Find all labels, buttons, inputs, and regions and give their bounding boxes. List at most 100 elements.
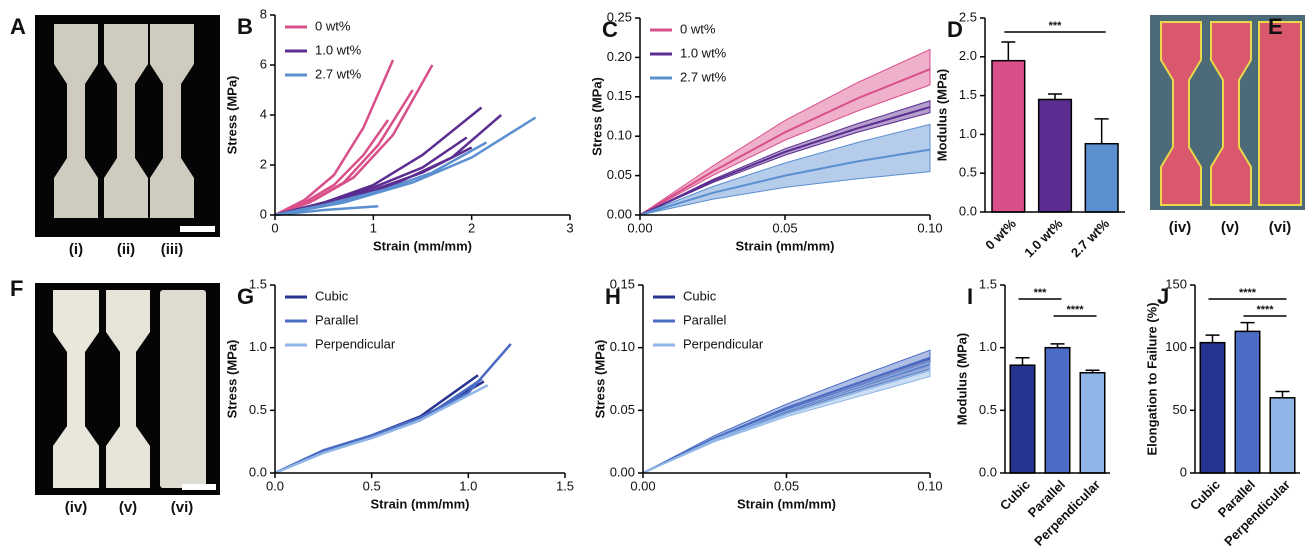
curve	[274, 141, 488, 217]
specimen	[160, 290, 206, 488]
legend-label: Perpendicular	[315, 336, 396, 351]
x-tick-label: 0.05	[774, 478, 799, 493]
y-tick-label: 0	[1180, 464, 1187, 479]
x-axis-label: Strain (mm/mm)	[373, 238, 472, 253]
specimen	[1160, 21, 1202, 206]
y-tick-label: 8	[260, 6, 267, 21]
x-tick-label: 0	[271, 220, 278, 235]
x-tick-label: 0.05	[772, 220, 797, 235]
error-bar	[1275, 390, 1290, 398]
legend-label: 0 wt%	[315, 18, 351, 33]
significance-label: ****	[1066, 304, 1084, 316]
legend-label: Parallel	[315, 312, 358, 327]
bar	[991, 59, 1026, 213]
y-tick-label: 2.0	[959, 48, 977, 63]
photo-label: (v)	[119, 499, 137, 516]
photo-label: (iv)	[65, 499, 88, 516]
curve	[274, 89, 414, 217]
significance-label: ***	[1034, 287, 1048, 299]
specimen	[150, 24, 194, 218]
y-tick-label: 1.0	[979, 339, 997, 354]
x-tick-label: 3	[566, 220, 573, 235]
bar	[1044, 346, 1071, 474]
mean-line	[639, 106, 931, 216]
significance-label: ****	[1239, 287, 1257, 299]
y-tick-label: 1.5	[979, 276, 997, 291]
panel-letter: F	[10, 276, 23, 301]
error-bar	[1094, 118, 1109, 144]
y-tick-label: 1.0	[249, 339, 267, 354]
y-tick-label: 0.15	[610, 276, 635, 291]
y-tick-label: 1.0	[959, 126, 977, 141]
x-tick-label: 0.00	[627, 220, 652, 235]
x-tick-label: 1	[370, 220, 377, 235]
bar	[1269, 397, 1296, 474]
x-axis-label: Strain (mm/mm)	[736, 238, 835, 253]
y-tick-label: 50	[1173, 402, 1187, 417]
y-axis-label: Stress (MPa)	[589, 77, 604, 156]
y-tick-label: 6	[260, 56, 267, 71]
specimen	[53, 290, 99, 488]
significance-label: ***	[1049, 20, 1063, 32]
y-tick-label: 0.15	[607, 88, 632, 103]
x-tick-label: 2	[468, 220, 475, 235]
y-tick-label: 0.05	[610, 402, 635, 417]
y-tick-label: 4	[260, 106, 267, 121]
specimen	[54, 24, 98, 218]
y-tick-label: 0.5	[249, 402, 267, 417]
legend-label: 2.7 wt%	[315, 66, 362, 81]
x-axis-label: Strain (mm/mm)	[371, 496, 470, 511]
y-tick-label: 0.0	[959, 203, 977, 218]
x-tick-label: 1.0 wt%	[1021, 216, 1066, 261]
panel-letter: E	[1268, 14, 1283, 39]
bar	[1084, 142, 1119, 213]
error-bar	[1085, 369, 1100, 373]
panel-letter: C	[602, 17, 618, 42]
error-bar	[1001, 41, 1016, 61]
error-bar	[1240, 321, 1255, 332]
y-axis-label: Modulus (MPa)	[954, 333, 969, 425]
curve	[274, 384, 489, 475]
photo-label: (iv)	[1169, 219, 1192, 236]
x-axis-label: Strain (mm/mm)	[737, 496, 836, 511]
y-axis-label: Stress (MPa)	[224, 76, 239, 155]
curve	[274, 205, 379, 217]
error-bar	[1015, 356, 1030, 366]
mean-line	[639, 148, 931, 216]
x-tick-label: 2.7 wt%	[1068, 216, 1113, 261]
bar	[1234, 330, 1261, 474]
y-tick-label: 0.20	[607, 49, 632, 64]
panel-letter: B	[237, 14, 253, 39]
panel-letter: J	[1157, 284, 1169, 309]
panel-letter: I	[967, 284, 973, 309]
band	[642, 362, 931, 474]
photo-label: (ii)	[117, 241, 135, 258]
panel-letter: D	[947, 17, 963, 42]
legend-label: 2.7 wt%	[680, 69, 727, 84]
curve	[274, 343, 512, 475]
x-tick-label: 1.5	[556, 478, 574, 493]
y-tick-label: 0.10	[610, 339, 635, 354]
photo-label: (vi)	[1269, 219, 1292, 236]
y-tick-label: 2.5	[959, 9, 977, 24]
mean-line	[639, 68, 931, 216]
x-tick-label: 0.10	[917, 220, 942, 235]
y-tick-label: 0.00	[607, 206, 632, 221]
specimen	[104, 24, 148, 218]
specimen	[1258, 21, 1302, 206]
bar	[1037, 98, 1073, 213]
y-axis-label: Elongation to Failure (%)	[1144, 302, 1159, 455]
error-bar	[1205, 334, 1220, 343]
photo-label: (v)	[1221, 219, 1239, 236]
x-tick-label: 0.00	[630, 478, 655, 493]
x-tick-label: 1.0	[459, 478, 477, 493]
bar	[1199, 341, 1226, 474]
legend-label: Cubic	[315, 288, 349, 303]
specimen	[1210, 21, 1252, 206]
x-tick-label: 0 wt%	[982, 216, 1019, 253]
y-tick-label: 0.0	[979, 464, 997, 479]
scale-bar	[182, 484, 216, 490]
mean-line	[642, 369, 931, 474]
y-tick-label: 2	[260, 156, 267, 171]
